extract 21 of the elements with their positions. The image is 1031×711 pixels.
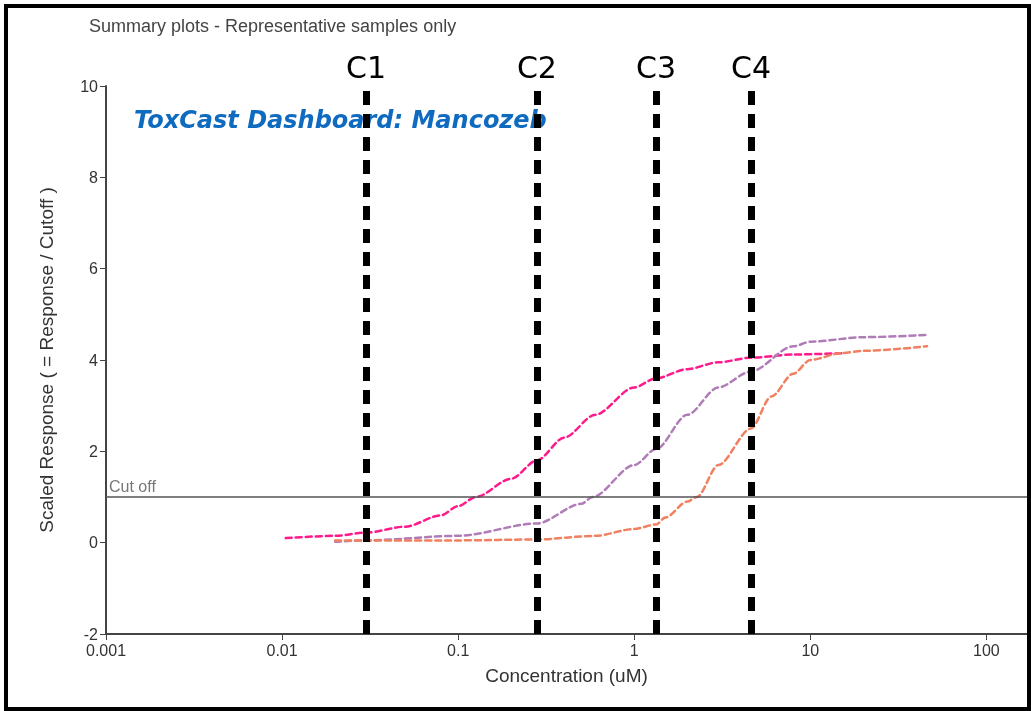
x-tick-label: 10 bbox=[801, 641, 820, 659]
x-tick-label: 0.01 bbox=[266, 641, 298, 659]
chart-title: Summary plots - Representative samples only bbox=[89, 16, 457, 36]
x-tick-label: 100 bbox=[973, 641, 1000, 659]
x-tick-label: 0.001 bbox=[85, 641, 127, 659]
y-tick-label: 8 bbox=[89, 168, 99, 186]
y-tick-label: 2 bbox=[89, 442, 99, 460]
x-axis-title: Concentration (uM) bbox=[485, 665, 648, 686]
y-tick-label: 0 bbox=[89, 534, 99, 552]
ref-line-label: C3 bbox=[636, 49, 677, 85]
ref-line-label: Cut off bbox=[109, 477, 157, 495]
y-tick-label: 10 bbox=[80, 77, 99, 95]
y-tick-label: 4 bbox=[89, 351, 99, 369]
ref-line-label: C2 bbox=[516, 49, 557, 85]
x-tick-label: 0.1 bbox=[447, 641, 470, 659]
y-tick-label: 6 bbox=[89, 260, 99, 278]
y-axis-title: Scaled Response ( = Response / Cutoff ) bbox=[36, 187, 57, 533]
x-tick-label: 1 bbox=[629, 641, 639, 659]
ref-line-label: C4 bbox=[730, 49, 771, 85]
ref-line-label: C1 bbox=[346, 49, 387, 85]
y-tick-label: -2 bbox=[83, 625, 99, 643]
